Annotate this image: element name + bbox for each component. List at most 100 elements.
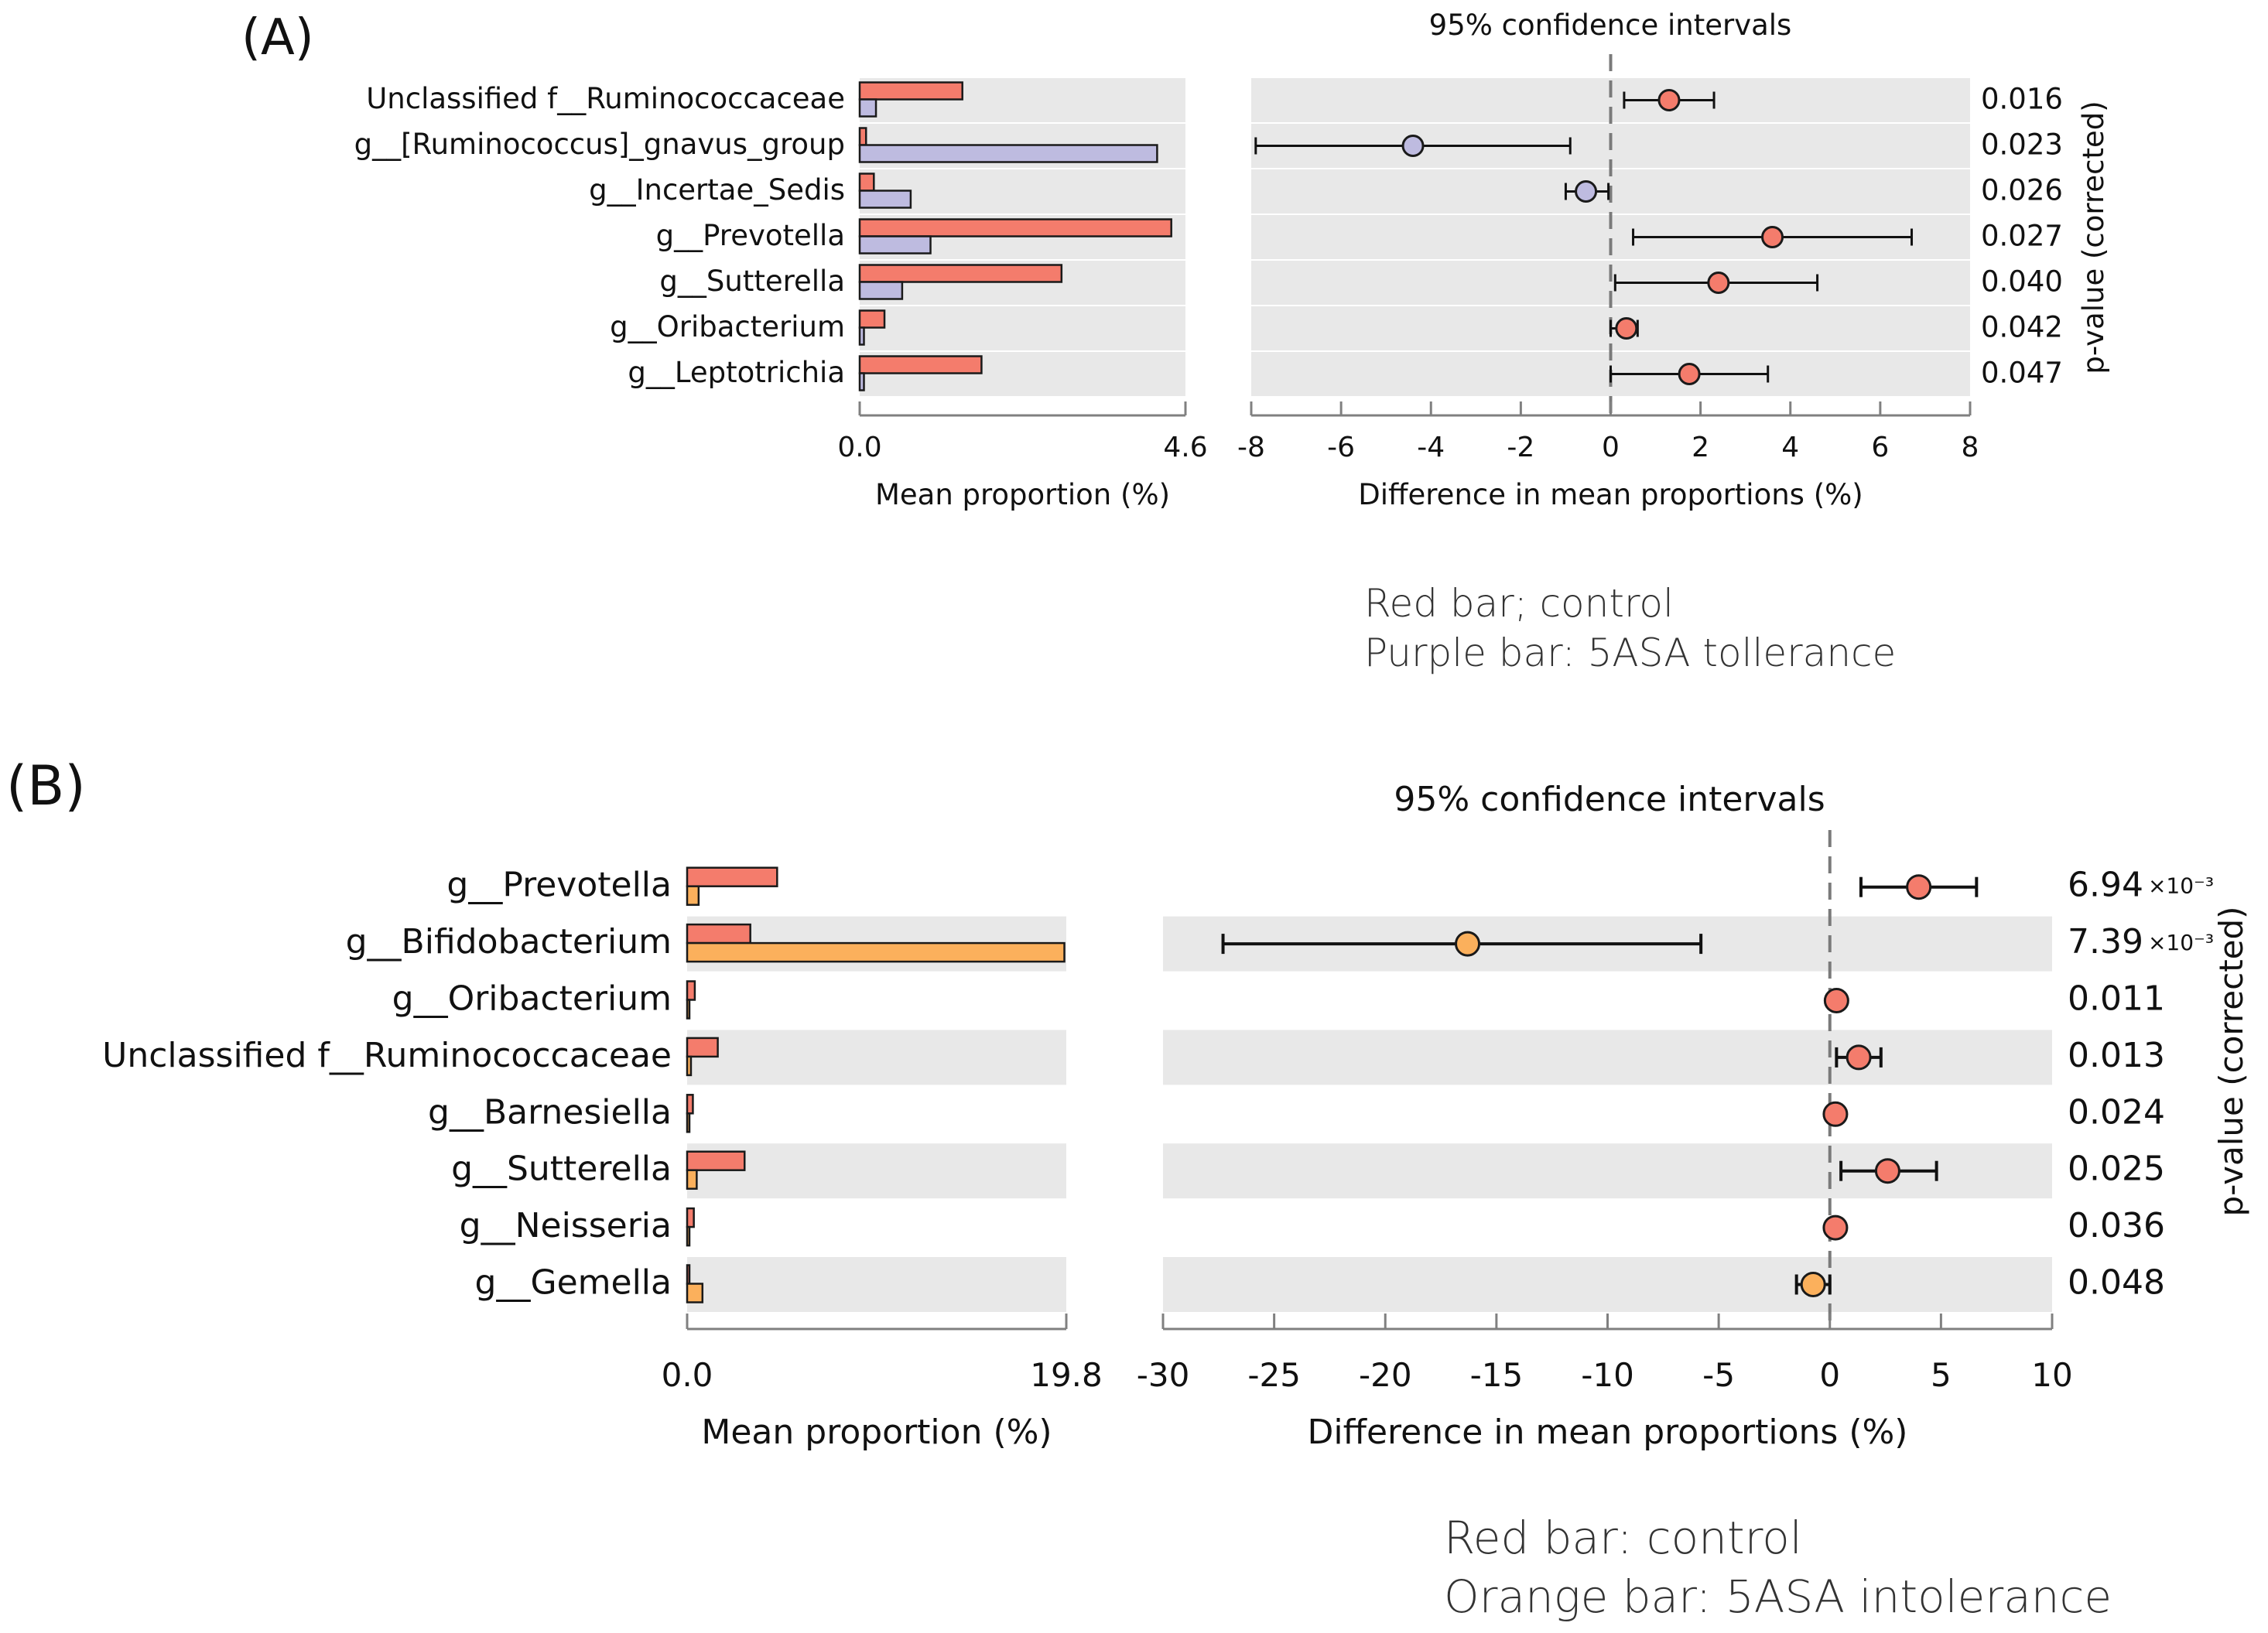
ci-point-estimate (1657, 89, 1681, 111)
ci-point-estimate (1615, 317, 1638, 340)
diff-x-tick-label: 8 (1962, 432, 1979, 463)
bar-red (686, 1150, 746, 1171)
bar-red (858, 355, 983, 374)
p-value-number: 7.39 (2068, 922, 2143, 962)
legend-note-a-line-1: Red bar; control (1364, 581, 1674, 626)
legend-note-b-line-2: Orange bar: 5ASA intolerance (1444, 1570, 2112, 1623)
category-label: g__Prevotella (656, 219, 845, 252)
bar-red (858, 127, 867, 146)
bar-red (686, 1094, 694, 1115)
p-value-number: 0.025 (2068, 1150, 2165, 1189)
p-value-label: 6.94 ×10⁻³ (2068, 866, 2214, 905)
ci-point-estimate (1822, 1101, 1849, 1127)
panel-label: (A) (241, 9, 314, 67)
diff-x-tick-label: 6 (1871, 432, 1889, 463)
bar-red (686, 923, 751, 945)
row-band-bars (687, 1257, 1066, 1312)
bar-orange (686, 999, 691, 1020)
diff-x-tick-label: 0 (1819, 1356, 1840, 1394)
bar-red (858, 218, 1172, 237)
p-value-number: 0.016 (1981, 82, 2063, 115)
p-value-label: 7.39 ×10⁻³ (2068, 922, 2214, 962)
p-value-number: 0.048 (2068, 1263, 2165, 1303)
diff-x-tick-label: 0 (1602, 432, 1620, 463)
bar-x-axis-label: Mean proportion (%) (875, 478, 1170, 511)
bar-red (858, 309, 886, 329)
panel-label: (B) (6, 754, 86, 818)
category-label: g__Incertae_Sedis (589, 173, 845, 207)
diff-x-tick-label: -15 (1470, 1356, 1524, 1394)
diff-x-axis-label: Difference in mean proportions (%) (1358, 478, 1863, 511)
bar-purple (858, 326, 865, 346)
bar-orange (686, 941, 1066, 963)
bar-orange (686, 1055, 693, 1077)
legend-note-b-line-1: Red bar: control (1444, 1512, 1802, 1564)
category-label: Unclassified f__Ruminococcaceae (366, 82, 845, 115)
diff-x-tick-label: -2 (1507, 432, 1534, 463)
ci-point-estimate (1678, 363, 1701, 385)
bar-x-axis-label: Mean proportion (%) (701, 1413, 1052, 1452)
ci-point-estimate (1761, 226, 1784, 248)
p-value-number: 0.027 (1981, 219, 2063, 252)
p-value-axis-label: p-value (corrected) (2212, 906, 2250, 1216)
ci-point-estimate (1401, 135, 1425, 157)
p-value-label: 0.025 (2068, 1150, 2165, 1189)
p-value-number: 0.024 (2068, 1092, 2165, 1132)
ci-point-estimate (1800, 1272, 1826, 1297)
bar-purple (858, 190, 912, 209)
bar-red (858, 173, 875, 192)
bar-purple (858, 281, 904, 300)
bar-red (686, 1264, 691, 1285)
p-value-label: 0.048 (2068, 1263, 2165, 1303)
ci-title: 95% confidence intervals (1394, 780, 1825, 819)
p-value-number: 0.013 (2068, 1036, 2165, 1075)
bar-orange (686, 1225, 691, 1247)
category-label: g__Oribacterium (392, 979, 672, 1019)
bar-x-tick-label: 0.0 (837, 432, 881, 463)
bar-red (858, 81, 963, 101)
category-label: g__Oribacterium (610, 310, 845, 343)
bar-red (686, 980, 696, 1001)
p-value-label: 0.026 (1981, 173, 2063, 207)
diff-x-tick-label: -30 (1137, 1356, 1190, 1394)
p-value-number: 0.026 (1981, 173, 2063, 207)
diff-x-tick-label: -10 (1581, 1356, 1634, 1394)
p-value-label: 0.042 (1981, 310, 2063, 343)
diff-x-tick-label: 10 (2031, 1356, 2072, 1394)
legend-note-a-line-2: Purple bar: 5ASA tollerance (1364, 630, 1897, 675)
diff-x-tick-label: -6 (1327, 432, 1355, 463)
bar-red (858, 264, 1063, 283)
row-band-ci (1163, 1257, 2052, 1312)
diff-x-axis-label: Difference in mean proportions (%) (1308, 1413, 1908, 1452)
category-label: g__[Ruminococcus]_gnavus_group (354, 128, 845, 161)
row-band-bars (860, 169, 1185, 214)
category-label: g__Bifidobacterium (346, 922, 672, 962)
bar-orange (686, 1169, 698, 1190)
ci-point-estimate (1906, 874, 1932, 900)
p-value-label: 0.011 (2068, 979, 2165, 1019)
ci-point-estimate (1823, 988, 1849, 1013)
diff-x-tick-label: -8 (1237, 432, 1265, 463)
p-value-number: 0.042 (1981, 310, 2063, 343)
p-value-number: 0.011 (2068, 979, 2165, 1019)
p-value-label: 0.013 (2068, 1036, 2165, 1075)
p-value-number: 0.036 (2068, 1206, 2165, 1245)
row-band-bars (687, 1030, 1066, 1085)
ci-point-estimate (1575, 180, 1598, 203)
category-label: g__Sutterella (659, 265, 845, 298)
row-band-bars (860, 306, 1185, 350)
p-value-label: 0.023 (1981, 128, 2063, 161)
diff-x-tick-label: 4 (1781, 432, 1799, 463)
category-label: g__Barnesiella (428, 1092, 672, 1132)
diff-x-tick-label: -4 (1417, 432, 1445, 463)
diff-x-tick-label: 2 (1692, 432, 1709, 463)
p-value-label: 0.016 (1981, 82, 2063, 115)
legend-note-a: Red bar; control Purple bar: 5ASA toller… (1364, 579, 1896, 678)
ci-point-estimate (1707, 272, 1730, 294)
diff-x-tick-label: -5 (1702, 1356, 1735, 1394)
row-band-ci (1163, 1030, 2052, 1085)
category-label: g__Prevotella (446, 866, 672, 905)
bar-x-tick-label: 19.8 (1030, 1356, 1103, 1394)
row-band-bars (687, 1143, 1066, 1199)
ci-point-estimate (1455, 931, 1481, 957)
